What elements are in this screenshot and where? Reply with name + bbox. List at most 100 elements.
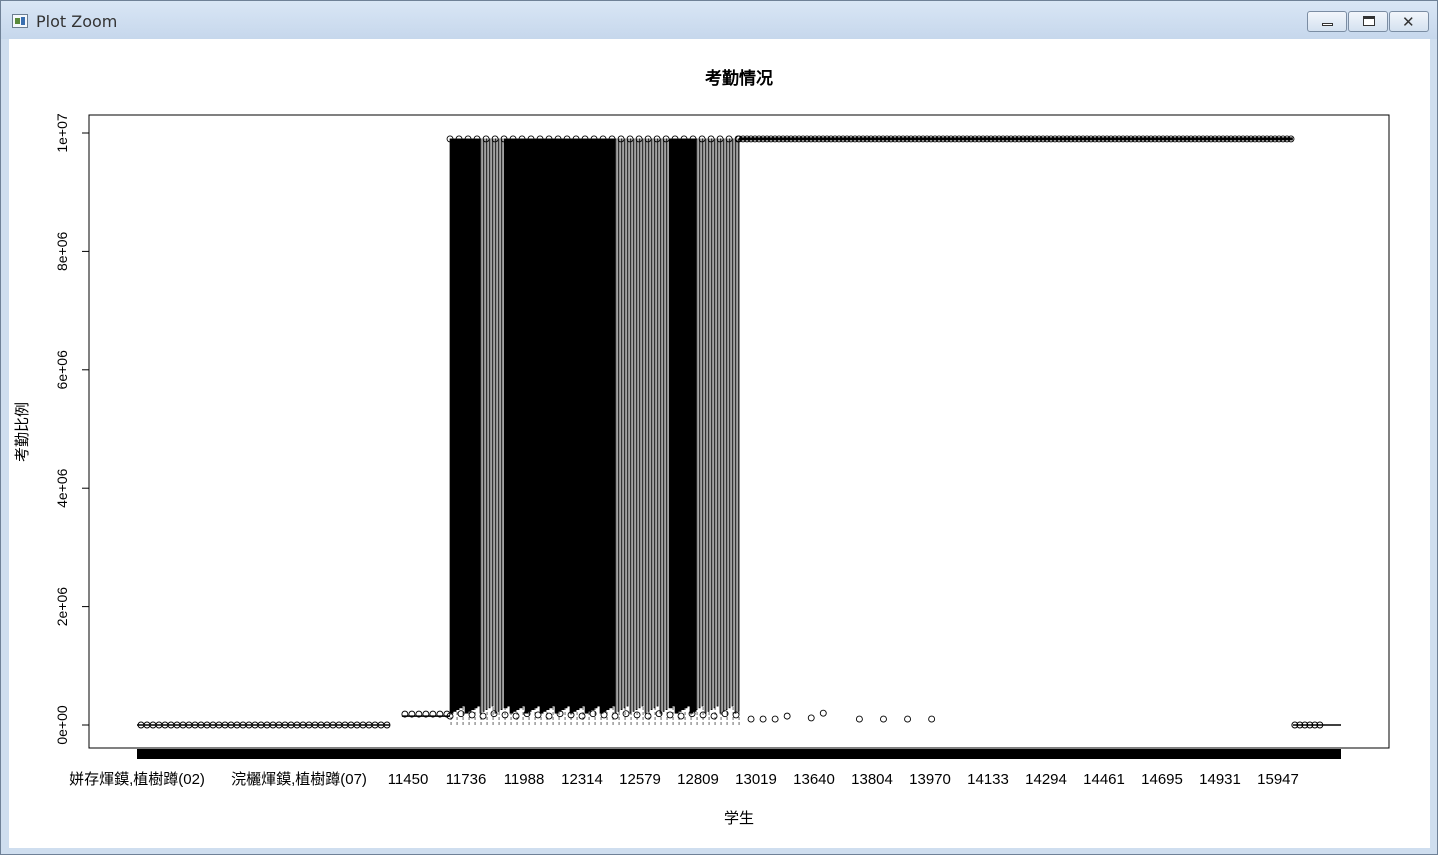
box [629,138,632,714]
outlier-point [1223,135,1231,143]
outlier-point [1091,135,1099,143]
outlier-point [1047,135,1055,143]
minimize-icon [1322,23,1333,26]
outlier-point [671,135,679,143]
outlier-point [436,710,444,718]
x-tick-label: 12314 [561,771,603,788]
outlier-point [545,712,553,720]
box [458,138,463,709]
outlier-point [751,135,759,143]
outlier-point [1027,135,1035,143]
outlier-point [415,710,423,718]
box [518,138,523,709]
box [575,138,580,711]
outlier-point [879,135,887,143]
maximize-button[interactable] [1348,11,1388,32]
minimize-button[interactable] [1307,11,1347,32]
outlier-point [710,712,718,720]
outlier-point [1135,135,1143,143]
outlier-point [518,135,526,143]
y-tick-label: 4e+06 [54,468,70,508]
box [521,138,526,707]
box [485,138,488,711]
outlier-point [851,135,859,143]
x-tick-label: 11988 [504,771,545,788]
outlier-point [1215,135,1223,143]
outlier-point [943,135,951,143]
outlier-point [688,710,696,718]
box [470,138,475,711]
x-axis-label: 学生 [724,810,754,827]
x-tick-label: 14461 [1083,771,1125,788]
outlier-point [554,135,562,143]
box [545,138,550,711]
outlier-point [1163,135,1171,143]
box [548,138,553,709]
box [644,138,647,714]
outlier-point [1139,135,1147,143]
outlier-point [500,135,508,143]
outlier-point [735,135,743,143]
box [683,138,688,709]
box [551,138,556,707]
outlier-point [951,135,959,143]
outlier-point [959,135,967,143]
outlier-point [807,714,815,722]
box [581,138,586,707]
outlier-point [527,135,535,143]
box [593,138,598,709]
outlier-point [457,710,465,718]
outlier-point [987,135,995,143]
outlier-point [446,712,454,720]
box [686,138,691,707]
close-button[interactable]: ✕ [1389,11,1429,32]
outlier-point [927,135,935,143]
outlier-point [947,135,955,143]
outlier-point [482,135,490,143]
box [719,138,722,714]
outlier-point [1187,135,1195,143]
outlier-point [464,135,472,143]
outlier-point [867,135,875,143]
outlier-point [847,135,855,143]
box [515,138,520,711]
x-tick-label: 12579 [619,771,661,788]
box [572,138,577,712]
outlier-point [1191,135,1199,143]
outlier-point [429,710,437,718]
outlier-point [468,711,476,719]
outlier-point [1131,135,1139,143]
outlier-point [919,135,927,143]
outlier-point [491,135,499,143]
outlier-point [455,135,463,143]
outlier-point [383,721,391,729]
x-tick-label: 浣欐煇鏌,植樹蹲(07) [231,771,367,788]
outlier-point [939,135,947,143]
box [503,138,508,709]
box [602,138,607,712]
box [479,138,482,714]
outlier-point [1243,135,1251,143]
box [476,138,481,707]
outlier-point [408,710,416,718]
outlier-point [1015,135,1023,143]
box [626,138,629,707]
box [698,138,701,709]
outlier-point [1239,135,1247,143]
box [494,138,497,714]
x-tick-label: 13970 [909,771,951,788]
box [596,138,601,707]
box [587,138,592,712]
outlier-point [983,135,991,143]
close-icon: ✕ [1402,13,1415,31]
title-bar[interactable]: Plot Zoom ✕ [1,1,1437,39]
box [623,138,626,709]
y-tick-label: 8e+06 [54,232,70,272]
outlier-point [1007,135,1015,143]
y-axis: 0e+00 2e+06 4e+06 6e+06 8e+06 1e+07 [54,113,90,745]
outlier-point [1023,135,1031,143]
outlier-point [799,135,807,143]
x-tick-label: 14931 [1199,771,1241,788]
box [452,138,457,712]
